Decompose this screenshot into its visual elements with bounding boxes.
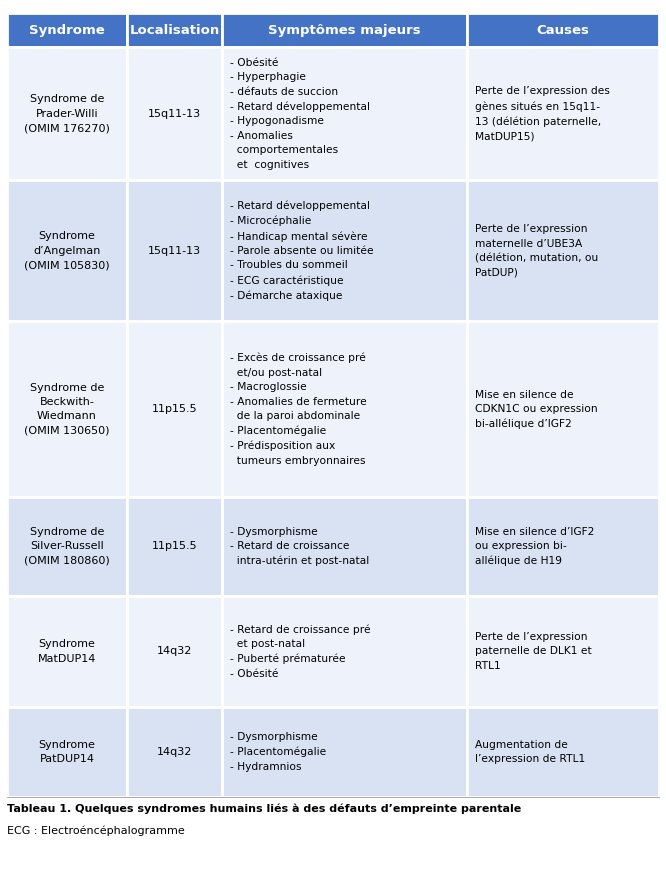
Bar: [7, 13, 127, 47]
Text: 15q11-13: 15q11-13: [148, 109, 201, 118]
Bar: [127, 180, 222, 321]
Bar: [467, 321, 659, 497]
Text: - Excès de croissance pré
  et/ou post-natal
- Macroglossie
- Anomalies de ferme: - Excès de croissance pré et/ou post-nat…: [230, 353, 367, 466]
Text: Mise en silence de
CDKN1C ou expression
bi-allélique d’IGF2: Mise en silence de CDKN1C ou expression …: [475, 389, 597, 429]
Bar: [467, 707, 659, 797]
Bar: [7, 596, 127, 707]
Text: Tableau 1. Quelques syndromes humains liés à des défauts d’empreinte parentale: Tableau 1. Quelques syndromes humains li…: [7, 804, 521, 814]
Bar: [127, 321, 222, 497]
Bar: [127, 497, 222, 596]
Text: Causes: Causes: [537, 24, 589, 37]
Bar: [7, 321, 127, 497]
Text: 14q32: 14q32: [157, 646, 192, 657]
Text: - Retard développemental
- Microcéphalie
- Handicap mental sévère
- Parole absen: - Retard développemental - Microcéphalie…: [230, 201, 374, 300]
Bar: [222, 180, 467, 321]
Text: 11p15.5: 11p15.5: [152, 542, 198, 551]
Bar: [7, 180, 127, 321]
Bar: [222, 13, 467, 47]
Text: Syndrome de
Prader-Willi
(OMIM 176270): Syndrome de Prader-Willi (OMIM 176270): [24, 94, 110, 133]
Text: Syndrome de
Beckwith-
Wiedmann
(OMIM 130650): Syndrome de Beckwith- Wiedmann (OMIM 130…: [24, 382, 110, 436]
Text: Perte de l’expression
maternelle d’UBE3A
(délétion, mutation, ou
PatDUP): Perte de l’expression maternelle d’UBE3A…: [475, 224, 598, 277]
Bar: [222, 497, 467, 596]
Bar: [7, 47, 127, 180]
Text: Syndrome: Syndrome: [29, 24, 105, 37]
Text: 15q11-13: 15q11-13: [148, 246, 201, 256]
Text: Perte de l’expression
paternelle de DLK1 et
RTL1: Perte de l’expression paternelle de DLK1…: [475, 632, 591, 671]
Bar: [7, 707, 127, 797]
Text: Augmentation de
l’expression de RTL1: Augmentation de l’expression de RTL1: [475, 739, 585, 764]
Bar: [467, 13, 659, 47]
Text: Symptômes majeurs: Symptômes majeurs: [268, 24, 421, 37]
Bar: [127, 596, 222, 707]
Text: Localisation: Localisation: [130, 24, 220, 37]
Text: Mise en silence d’IGF2
ou expression bi-
allélique de H19: Mise en silence d’IGF2 ou expression bi-…: [475, 527, 594, 566]
Text: Perte de l’expression des
gènes situés en 15q11-
13 (délétion paternelle,
MatDUP: Perte de l’expression des gènes situés e…: [475, 86, 609, 141]
Text: - Obésité
- Hyperphagie
- défauts de succion
- Retard développemental
- Hypogona: - Obésité - Hyperphagie - défauts de suc…: [230, 58, 370, 170]
Text: - Dysmorphisme
- Retard de croissance
  intra-utérin et post-natal: - Dysmorphisme - Retard de croissance in…: [230, 527, 369, 566]
Text: Syndrome
MatDUP14: Syndrome MatDUP14: [38, 639, 96, 664]
Bar: [127, 47, 222, 180]
Bar: [222, 596, 467, 707]
Bar: [127, 13, 222, 47]
Bar: [127, 707, 222, 797]
Text: Syndrome
d’Angelman
(OMIM 105830): Syndrome d’Angelman (OMIM 105830): [24, 232, 110, 270]
Bar: [467, 596, 659, 707]
Bar: [222, 47, 467, 180]
Bar: [222, 321, 467, 497]
Text: - Retard de croissance pré
  et post-natal
- Puberté prématurée
- Obésité: - Retard de croissance pré et post-natal…: [230, 625, 371, 679]
Text: ECG : Electroéncéphalogramme: ECG : Electroéncéphalogramme: [7, 826, 184, 836]
Text: - Dysmorphisme
- Placentomégalie
- Hydramnios: - Dysmorphisme - Placentomégalie - Hydra…: [230, 733, 326, 772]
Text: Syndrome
PatDUP14: Syndrome PatDUP14: [39, 739, 95, 764]
Text: 11p15.5: 11p15.5: [152, 404, 198, 415]
Bar: [467, 497, 659, 596]
Bar: [7, 497, 127, 596]
Text: Syndrome de
Silver-Russell
(OMIM 180860): Syndrome de Silver-Russell (OMIM 180860): [24, 527, 110, 566]
Bar: [467, 180, 659, 321]
Bar: [467, 47, 659, 180]
Text: 14q32: 14q32: [157, 747, 192, 757]
Bar: [222, 707, 467, 797]
